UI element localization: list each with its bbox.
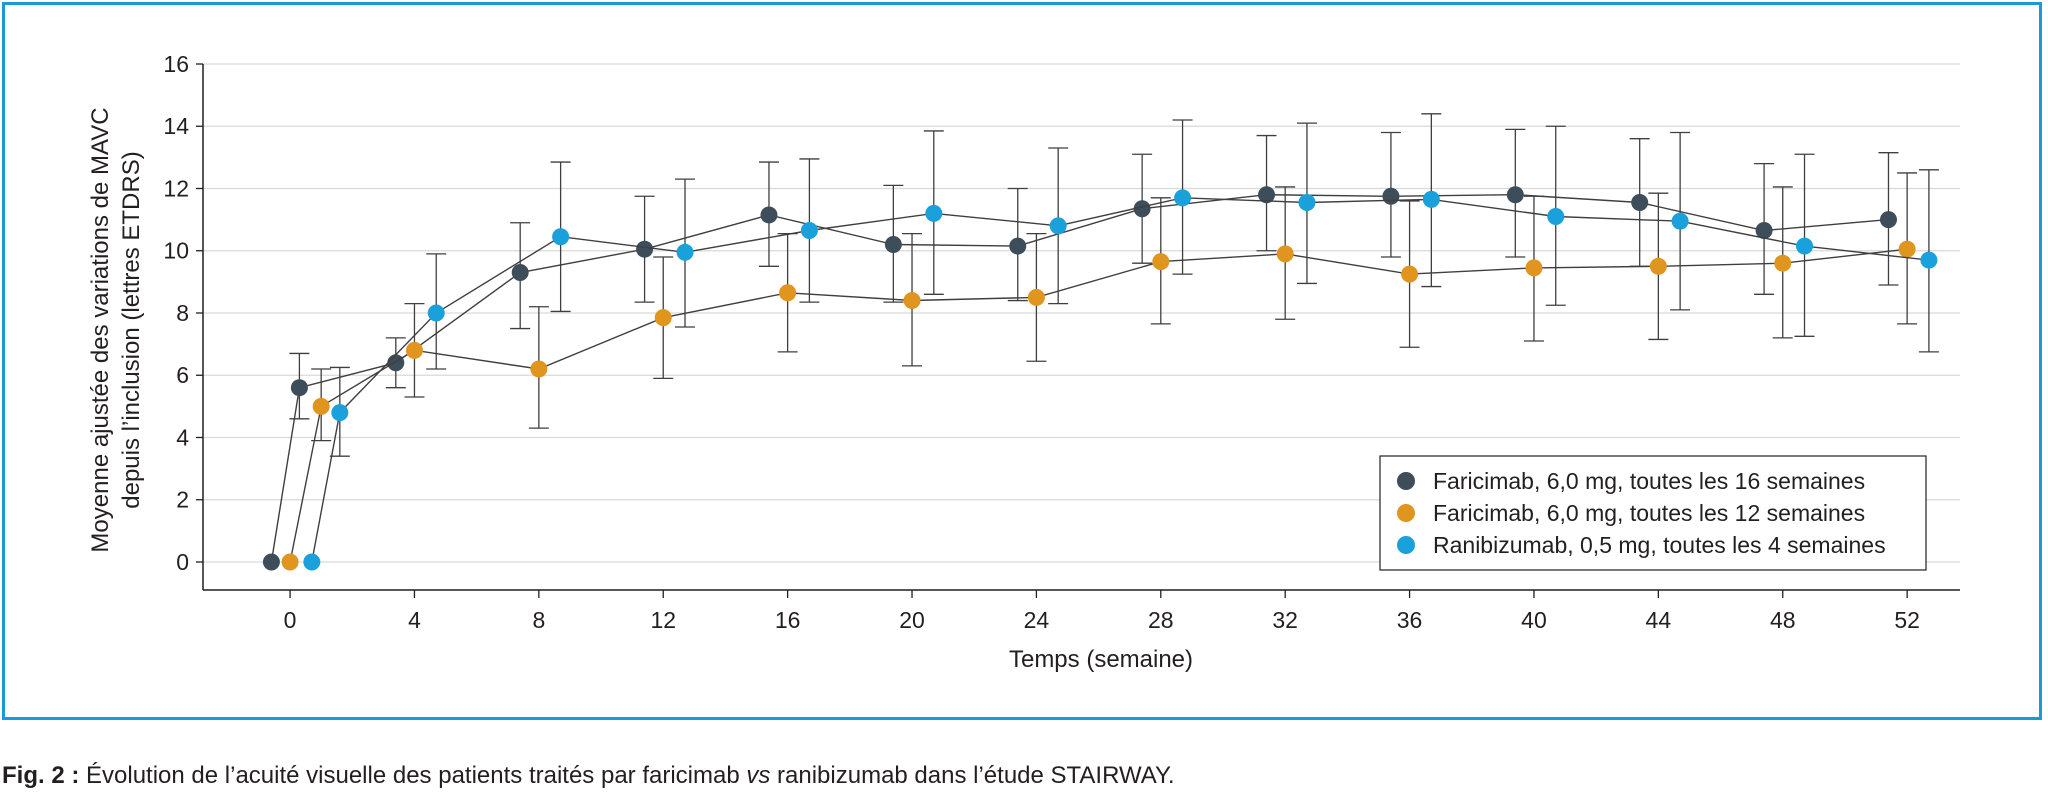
legend: Faricimab, 6,0 mg, toutes les 16 semaine… [1379,455,1927,571]
data-point [405,341,423,359]
x-tick-label: 16 [775,607,801,633]
x-tick-label: 52 [1894,607,1920,633]
y-tick-label: 16 [163,51,189,77]
data-point [779,284,797,302]
x-tick-label: 12 [650,607,676,633]
legend-box [1379,455,1927,571]
data-point [903,292,921,310]
y-tick-label: 0 [176,549,189,575]
x-tick-label: 24 [1024,607,1050,633]
figure-frame [2,2,2042,720]
data-point [1506,186,1524,204]
data-point [262,553,280,571]
series-2 [281,172,1918,571]
data-point [1422,190,1440,208]
data-point [1152,253,1170,271]
data-point [1049,217,1067,235]
data-point [760,206,778,224]
legend-label: Faricimab, 6,0 mg, toutes les 16 semaine… [1433,468,1865,494]
data-point [1298,194,1316,212]
data-point [1898,240,1916,258]
figure-caption: Fig. 2 : Évolution de l’acuité visuelle … [2,762,1175,790]
data-point [925,204,943,222]
data-point [1755,222,1773,240]
legend-marker [1397,504,1415,522]
x-tick-label: 48 [1770,607,1796,633]
caption-text-after: ranibizumab dans l’étude STAIRWAY. [770,762,1175,789]
y-axis-label-line-2: depuis l’inclusion (lettres ETDRS) [118,151,145,508]
data-point [1774,254,1792,272]
data-point [1631,194,1649,212]
data-point [636,240,654,258]
data-point [1671,212,1689,230]
y-tick-label: 14 [163,113,189,139]
caption-prefix: Fig. 2 : [2,762,80,789]
y-tick-label: 8 [176,300,189,326]
data-point [654,309,672,327]
y-tick-label: 2 [176,487,189,513]
data-point [427,304,445,322]
data-point [1547,208,1565,226]
data-point [884,236,902,254]
y-tick-label: 4 [176,424,189,450]
series-group [262,113,1939,571]
data-point [1027,288,1045,306]
data-point [530,360,548,378]
x-tick-label: 8 [532,607,545,633]
y-tick-label: 12 [163,175,189,201]
data-point [800,222,818,240]
data-point [1879,211,1897,229]
legend-marker [1397,472,1415,490]
data-point [676,243,694,261]
x-tick-label: 20 [899,607,925,633]
caption-text-before: Évolution de l’acuité visuelle des patie… [79,762,747,789]
data-point [1133,200,1151,218]
data-point [290,379,308,397]
data-point [552,228,570,246]
data-point [1920,251,1938,269]
data-point [1276,245,1294,263]
data-point [1401,265,1419,283]
x-tick-label: 36 [1397,607,1423,633]
series-3 [303,113,1939,571]
data-point [1258,186,1276,204]
data-point [1796,237,1814,255]
legend-label: Ranibizumab, 0,5 mg, toutes les 4 semain… [1433,532,1886,558]
data-point [1382,187,1400,205]
y-axis-label-line-1: Moyenne ajustée des variations de MAVC [87,107,114,552]
data-point [312,397,330,415]
x-tick-label: 4 [408,607,421,633]
x-tick-label: 44 [1646,607,1672,633]
caption-italic: vs [746,762,771,789]
data-point [1174,189,1192,207]
y-tick-label: 10 [163,238,189,264]
x-axis-label: Temps (semaine) [1009,646,1193,673]
data-point [303,553,321,571]
x-tick-label: 32 [1272,607,1298,633]
data-point [1009,237,1027,255]
data-point [331,404,349,422]
y-tick-label: 6 [176,362,189,388]
data-point [1525,259,1543,277]
x-tick-label: 28 [1148,607,1174,633]
data-point [1649,257,1667,275]
legend-label: Faricimab, 6,0 mg, toutes les 12 semaine… [1433,500,1865,526]
legend-marker [1397,536,1415,554]
data-point [281,553,299,571]
data-point [387,354,405,372]
x-tick-label: 0 [284,607,297,633]
data-point [511,264,529,282]
x-tick-label: 40 [1521,607,1547,633]
